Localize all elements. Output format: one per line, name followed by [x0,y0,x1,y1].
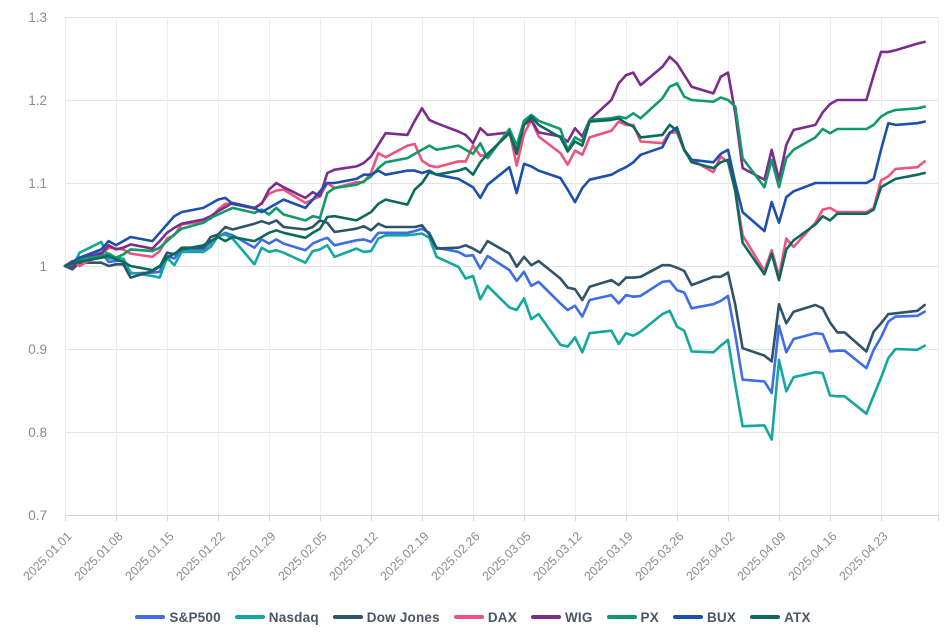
legend-line-swatch [135,615,166,619]
series-line-atx [63,115,927,282]
legend-label: Dow Jones [366,609,440,625]
x-tick-label: 2025.03.12 [530,529,584,583]
series-line-wig [63,40,927,269]
x-tick-label: 2025.02.05 [275,529,329,583]
x-tick-label: 2025.03.26 [632,529,686,583]
x-tick-label: 2025.02.12 [326,529,380,583]
x-tick-label: 2025.01.29 [224,529,278,583]
legend-item-atx[interactable]: ATX [750,610,811,625]
y-tick-label: 1.2 [28,93,47,108]
legend-item-bux[interactable]: BUX [672,609,737,625]
legend-label: ATX [784,609,811,625]
series-layer [63,40,927,441]
x-tick-label: 2025.04.09 [734,529,788,583]
series-line-nasdaq [63,232,927,441]
line-chart: 1.31.21.110.90.80.72025.01.012025.01.082… [20,10,939,583]
legend-label: DAX [487,609,517,625]
x-tick-label: 2025.04.16 [785,529,839,583]
axis-labels-layer: 1.31.21.110.90.80.72025.01.012025.01.082… [20,10,890,583]
x-tick-label: 2025.01.08 [71,529,125,583]
y-tick-label: 1 [39,259,47,274]
chart-legend: S&P500 Nasdaq Dow Jones DAX WIG PX BUX ATX [0,600,946,634]
legend-label: WIG [564,609,593,625]
legend-label: S&P500 [169,609,221,625]
y-tick-label: 0.9 [28,342,47,357]
x-tick-label: 2025.01.22 [173,529,227,583]
x-tick-label: 2025.04.23 [836,529,890,583]
legend-line-swatch [332,615,363,619]
legend-item-dax[interactable]: DAX [453,609,517,625]
legend-line-swatch [672,615,703,619]
legend-item-wig[interactable]: WIG [530,609,593,625]
series-line-dow-jones [63,219,927,363]
series-line-bux [63,120,927,268]
y-tick-label: 0.8 [28,425,47,440]
x-tick-label: 2025.03.19 [581,529,635,583]
legend-label: Nasdaq [268,609,319,625]
legend-label: PX [640,609,659,625]
legend-line-swatch [453,615,484,619]
legend-item-s-p500[interactable]: S&P500 [135,609,221,625]
legend-line-swatch [234,615,265,619]
axes-layer [65,515,939,521]
y-tick-label: 0.7 [28,508,47,523]
legend-line-swatch [750,615,781,619]
legend-item-dow-jones[interactable]: Dow Jones [332,609,440,625]
series-line-s-p500 [63,227,927,395]
legend-item-nasdaq[interactable]: Nasdaq [234,609,319,625]
x-tick-label: 2025.04.02 [683,529,737,583]
legend-line-swatch [606,615,637,619]
grid-layer [65,17,939,516]
y-tick-label: 1.3 [28,10,47,25]
x-tick-label: 2025.02.26 [428,529,482,583]
x-tick-label: 2025.03.05 [479,529,533,583]
series-line-px [63,82,927,268]
x-tick-label: 2025.02.19 [377,529,431,583]
x-tick-label: 2025.01.15 [122,529,176,583]
legend-item-px[interactable]: PX [606,609,659,625]
y-tick-label: 1.1 [28,176,47,191]
legend-line-swatch [530,615,561,619]
x-tick-label: 2025.01.01 [20,529,74,583]
legend-label: BUX [706,609,737,625]
